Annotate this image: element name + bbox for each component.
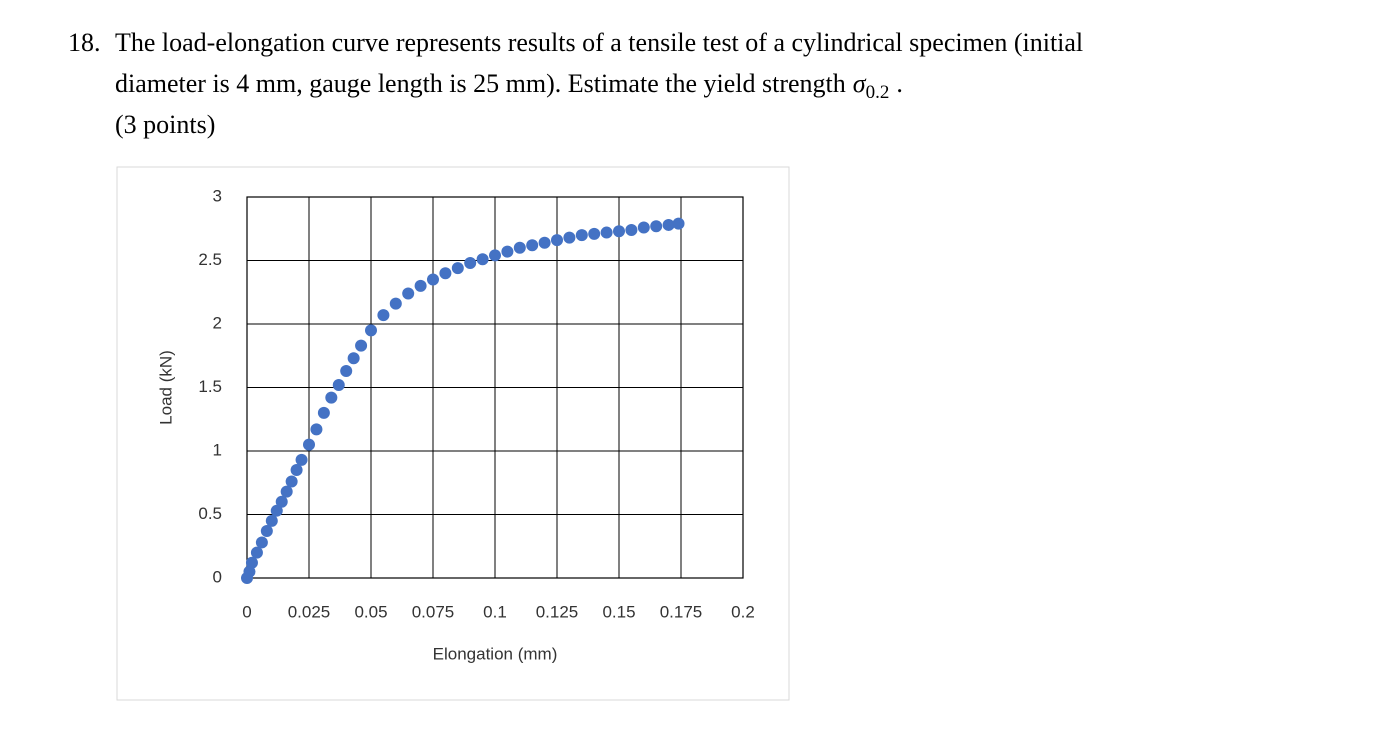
question-text: diameter is 4 mm, gauge length is 25 mm)…: [115, 69, 846, 98]
data-point: [265, 514, 278, 527]
x-tick-label: 0.025: [288, 602, 331, 621]
x-tick-label: 0.175: [660, 602, 703, 621]
data-point: [317, 406, 330, 419]
data-point: [355, 339, 368, 352]
data-point: [389, 297, 402, 310]
x-tick-label: 0.2: [731, 602, 755, 621]
data-point: [551, 234, 563, 247]
data-point: [270, 504, 283, 517]
data-point: [489, 249, 501, 262]
data-point: [290, 464, 303, 477]
data-point: [275, 495, 288, 508]
question-points: (3 points): [115, 110, 215, 139]
data-point: [451, 262, 464, 275]
y-tick-label: 0: [213, 567, 222, 586]
data-point: [377, 309, 390, 322]
data-point: [325, 391, 338, 404]
data-point: [637, 221, 650, 234]
data-point: [513, 241, 526, 254]
question-number: 18.: [68, 28, 101, 57]
question-text: diameter is 4 mm, gauge length is 25 mm)…: [115, 69, 903, 103]
y-tick-label: 0.5: [198, 504, 222, 523]
data-point: [600, 226, 613, 239]
y-tick-label: 2.5: [198, 250, 222, 269]
data-point: [285, 475, 298, 488]
data-point: [295, 453, 308, 466]
data-point: [414, 279, 427, 292]
data-point: [347, 352, 360, 365]
data-point: [476, 253, 489, 266]
data-point: [501, 245, 514, 258]
data-point: [260, 525, 273, 538]
data-point: [365, 324, 377, 337]
data-point: [245, 556, 258, 569]
data-point: [526, 239, 539, 252]
y-tick-label: 3: [213, 186, 222, 205]
data-point: [402, 287, 415, 300]
data-point: [650, 220, 663, 233]
data-point: [662, 218, 675, 231]
data-point: [310, 423, 323, 436]
data-point: [464, 257, 477, 270]
data-point: [575, 229, 588, 242]
x-tick-label: 0.075: [412, 602, 455, 621]
data-point: [332, 378, 345, 391]
y-tick-label: 1.5: [198, 377, 222, 396]
x-tick-label: 0.05: [354, 602, 387, 621]
x-tick-label: 0: [242, 602, 251, 621]
data-point: [613, 225, 625, 238]
question-end: .: [896, 69, 903, 98]
question-text: The load-elongation curve represents res…: [115, 28, 1083, 57]
y-tick-label: 2: [213, 313, 222, 332]
x-axis-label: Elongation (mm): [433, 644, 558, 663]
data-point: [303, 438, 315, 451]
x-tick-label: 0.125: [536, 602, 579, 621]
symbol: σ: [853, 69, 867, 98]
data-point: [563, 231, 576, 244]
data-point: [255, 536, 268, 549]
data-point: [250, 546, 263, 559]
data-point: [439, 267, 452, 280]
data-point: [538, 236, 551, 249]
y-tick-label: 1: [213, 440, 222, 459]
data-point: [672, 217, 685, 230]
plot-border: [246, 196, 744, 579]
subscript: 0.2: [866, 82, 890, 103]
x-tick-label: 0.15: [602, 602, 635, 621]
data-point: [427, 273, 439, 286]
data-point: [340, 364, 353, 377]
y-axis-label: Load (kN): [156, 350, 175, 425]
data-point: [280, 485, 293, 498]
chart-frame: [116, 166, 790, 701]
chart: 0 0.025 0.05 0.075 0.1 0.125 0.15 0.175 0.2 0 0.5 1…: [156, 186, 754, 663]
x-tick-label: 0.1: [483, 602, 507, 621]
data-point: [625, 224, 638, 237]
data-point: [588, 227, 601, 240]
